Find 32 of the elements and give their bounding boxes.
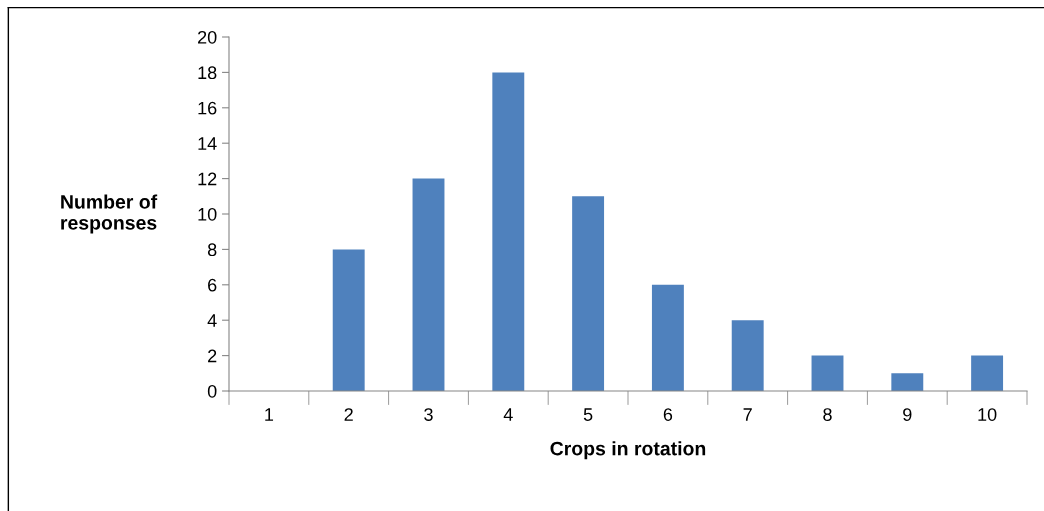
x-tick-label: 2 [344, 408, 353, 421]
bar [971, 355, 1004, 391]
y-tick-label: 0 [207, 384, 217, 398]
y-tick-label: 18 [198, 66, 217, 80]
x-tick-label: 7 [743, 408, 752, 421]
x-tick-label: 6 [663, 408, 673, 421]
bar [492, 72, 525, 391]
x-tick-label: 4 [503, 408, 513, 421]
bar [572, 196, 605, 391]
x-axis-title: Crops in rotation [550, 441, 706, 460]
x-tick-label: 1 [265, 408, 274, 421]
bar [891, 373, 924, 391]
x-tick-label: 10 [978, 408, 997, 421]
y-tick-label: 2 [208, 349, 217, 363]
bar [412, 178, 445, 391]
y-tick-label: 4 [207, 314, 217, 327]
y-tick-label: 6 [208, 278, 217, 292]
x-tick-label: 5 [583, 408, 593, 421]
x-tick-label: 8 [823, 408, 832, 421]
y-tick-label: 10 [198, 207, 217, 221]
y-tick-label: 12 [198, 172, 217, 186]
x-tick-label: 9 [903, 408, 912, 421]
y-tick-label: 16 [198, 101, 217, 115]
x-tick-label: 3 [424, 408, 433, 421]
bar [731, 320, 764, 391]
bar [651, 284, 684, 391]
y-axis-title: Number of responses [61, 194, 158, 234]
y-tick-label: 8 [207, 243, 217, 257]
y-tick-label: 20 [198, 30, 217, 44]
bar [332, 249, 365, 391]
bar [811, 355, 844, 391]
y-tick-label: 14 [198, 137, 217, 150]
